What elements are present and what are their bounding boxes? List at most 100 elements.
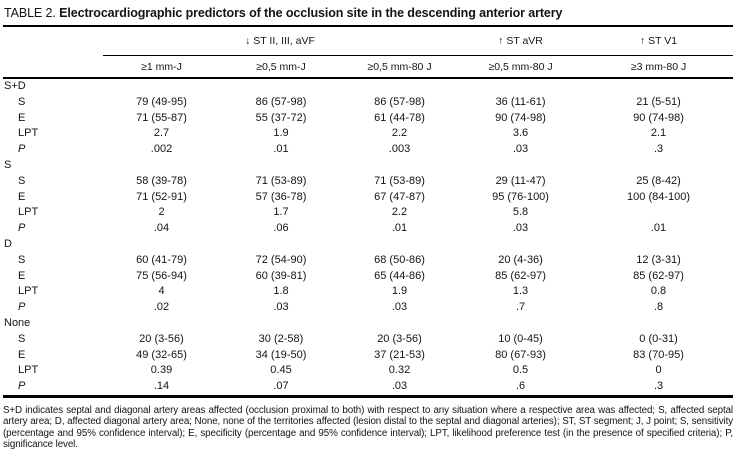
data-cell: 71 (52-91) xyxy=(136,190,187,203)
table-row: S 79 (49-95) 86 (57-98) 86 (57-98) 36 (11-61… xyxy=(3,95,733,111)
data-cell: .07 xyxy=(273,380,289,393)
section-row: D xyxy=(3,237,733,253)
data-cell: 1.8 xyxy=(273,285,289,298)
section-header: S+D xyxy=(4,80,26,92)
table-row: E 75 (56-94) 60 (39-81) 65 (44-86) 85 (62-97… xyxy=(3,269,733,285)
table-row: P .002 .01 .003 .03 .3 xyxy=(3,142,733,158)
column-header: ≥1 mm-J xyxy=(103,55,220,79)
data-cell: 1.3 xyxy=(512,285,529,298)
row-label: P xyxy=(18,143,26,156)
data-cell: 75 (56-94) xyxy=(136,269,187,282)
section-header: D xyxy=(4,237,12,250)
column-header: ≥0,5 mm-J xyxy=(220,55,342,79)
data-cell: 85 (62-97) xyxy=(495,269,546,282)
row-label: S xyxy=(18,332,26,345)
table-row: S 60 (41-79) 72 (54-90) 68 (50-86) 20 (4-36)… xyxy=(3,253,733,269)
column-header: ≥3 mm-80 J xyxy=(584,55,734,79)
section-row: None xyxy=(3,316,733,332)
group-header: ↑ ST V1 xyxy=(584,27,734,56)
row-label: S xyxy=(18,95,26,108)
data-cell: 0.45 xyxy=(270,364,292,377)
data-cell: .04 xyxy=(153,222,170,235)
group-header: ↑ ST aVR xyxy=(457,27,585,56)
table-row: LPT 2.7 1.9 2.2 3.6 2.1 xyxy=(3,126,733,142)
data-cell: .14 xyxy=(153,380,170,393)
table-row: P .14 .07 .03 .6 .3 xyxy=(3,379,733,396)
data-cell: 90 (74-98) xyxy=(495,111,546,124)
column-header-row: ≥1 mm-J ≥0,5 mm-J ≥0,5 mm-80 J ≥0,5 mm-80 J… xyxy=(3,55,734,79)
data-cell: 1.7 xyxy=(273,206,289,219)
data-cell: 49 (32-65) xyxy=(136,348,187,361)
data-cell: 65 (44-86) xyxy=(374,269,425,282)
table-row: S 20 (3-56) 30 (2-58) 20 (3-56) 10 (0-45) 0 (… xyxy=(3,332,733,348)
data-cell: .3 xyxy=(653,380,664,393)
data-cell: 58 (39-78) xyxy=(136,174,187,187)
table-row: LPT 0.39 0.45 0.32 0.5 0 xyxy=(3,363,733,379)
row-label: S xyxy=(18,253,26,266)
row-label: E xyxy=(18,348,26,361)
data-cell: 5.8 xyxy=(512,206,529,219)
row-label: LPT xyxy=(18,206,39,219)
data-cell: 0.5 xyxy=(512,364,529,377)
data-cell: 29 (11-47) xyxy=(495,174,546,187)
data-cell: 0 (0-31) xyxy=(639,332,678,345)
data-cell: 95 (76-100) xyxy=(492,190,549,203)
data-cell: 2.7 xyxy=(153,127,170,140)
data-cell: .6 xyxy=(515,380,526,393)
table-row: P .02 .03 .03 .7 .8 xyxy=(3,300,733,316)
table-row: E 71 (55-87) 55 (37-72) 61 (44-78) 90 (74-98… xyxy=(3,111,733,127)
row-label: P xyxy=(18,301,26,314)
table-row: LPT 2 1.7 2.2 5.8 xyxy=(3,205,733,221)
data-cell: .03 xyxy=(512,143,529,156)
data-cell: 60 (39-81) xyxy=(255,269,307,282)
data-cell: .01 xyxy=(391,222,408,235)
table-caption: Electrocardiographic predictors of the o… xyxy=(59,6,563,20)
row-label: E xyxy=(18,111,26,124)
data-cell: 2.2 xyxy=(391,206,408,219)
row-label: E xyxy=(18,269,26,282)
table-row: E 71 (52-91) 57 (36-78) 67 (47-87) 95 (76-10… xyxy=(3,190,733,206)
data-cell: 83 (70-95) xyxy=(633,348,684,361)
data-cell: .8 xyxy=(653,301,664,314)
data-cell: 2.2 xyxy=(391,127,408,140)
data-cell: 3.6 xyxy=(512,127,529,140)
data-cell: 37 (21-53) xyxy=(374,348,425,361)
data-cell: 0.39 xyxy=(150,364,173,377)
data-cell: 2.1 xyxy=(650,127,667,140)
data-cell: .02 xyxy=(153,301,170,314)
table-row: E 49 (32-65) 34 (19-50) 37 (21-53) 80 (67-93… xyxy=(3,348,733,364)
data-cell xyxy=(584,205,733,221)
data-cell: 55 (37-72) xyxy=(255,111,307,124)
stub-cell xyxy=(3,55,103,79)
data-cell: .03 xyxy=(391,380,408,393)
data-cell: 57 (36-78) xyxy=(255,190,307,203)
data-cell: 1.9 xyxy=(273,127,289,140)
data-cell: 0 xyxy=(655,364,662,377)
data-cell: 12 (3-31) xyxy=(636,253,681,266)
data-cell: 30 (2-58) xyxy=(258,332,304,345)
table-footnote: S+D indicates septal and diagonal artery… xyxy=(3,404,733,451)
data-table: ↓ ST II, III, aVF ↑ ST aVR ↑ ST V1 ≥1 mm-J ≥… xyxy=(3,27,734,398)
data-cell: 72 (54-90) xyxy=(255,253,307,266)
data-cell: 25 (8-42) xyxy=(636,174,681,187)
data-cell: .3 xyxy=(653,143,664,156)
data-cell: .03 xyxy=(391,301,408,314)
data-cell: .7 xyxy=(515,301,526,314)
data-cell: 20 (4-36) xyxy=(498,253,543,266)
data-cell: 85 (62-97) xyxy=(633,269,684,282)
data-cell: 68 (50-86) xyxy=(374,253,425,266)
data-cell: 0.8 xyxy=(650,285,667,298)
group-header: ↓ ST II, III, aVF xyxy=(103,27,458,56)
row-label: LPT xyxy=(18,364,39,377)
data-cell: 100 (84-100) xyxy=(627,190,691,203)
data-cell: .002 xyxy=(150,143,173,156)
section-row: S+D xyxy=(3,78,733,95)
section-header: S xyxy=(4,158,12,171)
data-cell: .003 xyxy=(388,143,411,156)
data-cell: .03 xyxy=(273,301,289,314)
data-cell: .06 xyxy=(273,222,289,235)
section-row: S xyxy=(3,158,733,174)
data-cell: .01 xyxy=(650,222,667,235)
row-label: P xyxy=(18,380,26,393)
section-header: None xyxy=(4,316,31,329)
